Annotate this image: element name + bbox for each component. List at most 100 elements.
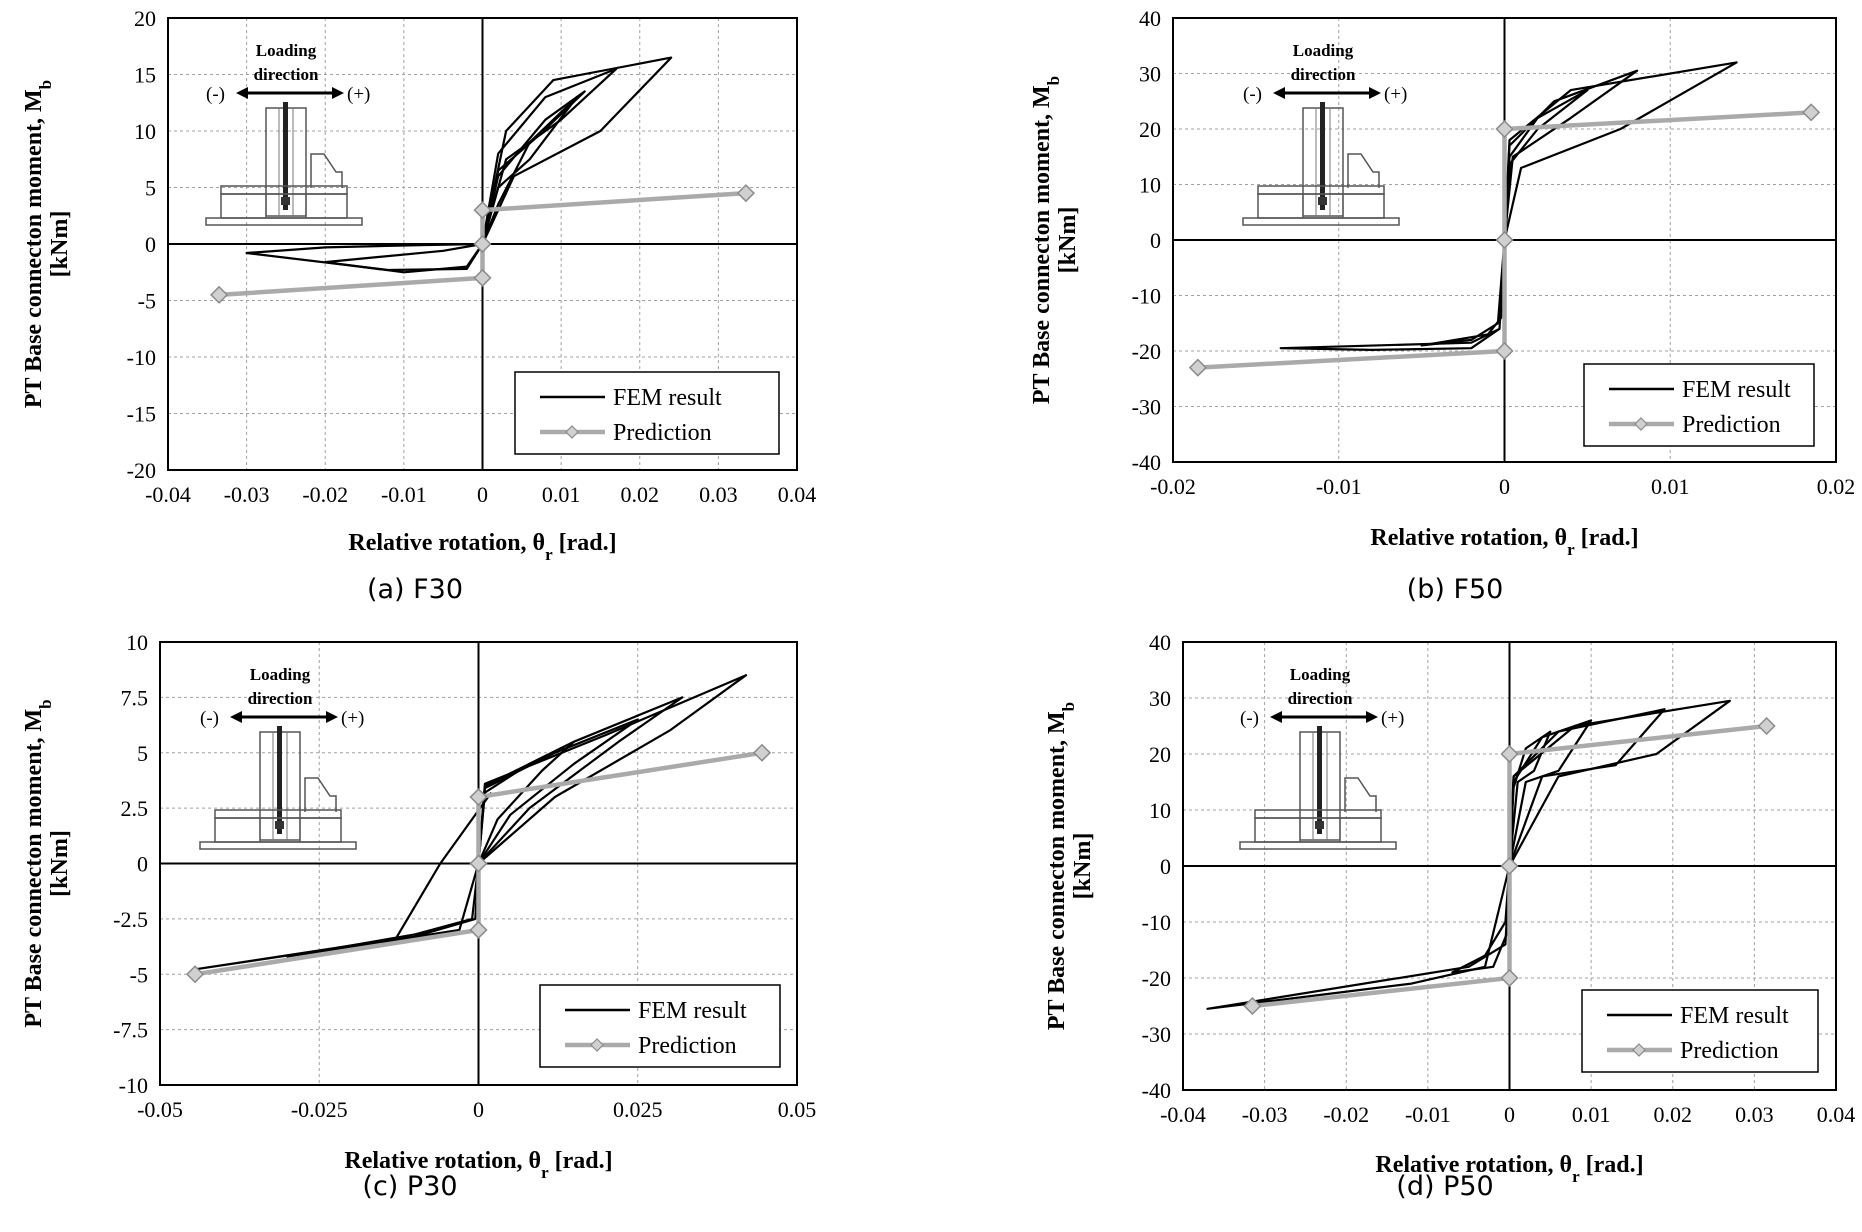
prediction-marker xyxy=(473,268,492,287)
y-axis-title-sub: b xyxy=(36,80,55,89)
fem-loop-4 xyxy=(1508,699,1731,867)
x-axis-title-main: Relative rotation, θ xyxy=(1375,1152,1572,1178)
panel-caption: (b) F50 xyxy=(1407,574,1504,605)
panel-caption: (a) F30 xyxy=(367,574,463,605)
x-axis-title-sub: r xyxy=(545,545,553,564)
x-tick-label: -0.01 xyxy=(1405,1102,1451,1127)
prediction-marker xyxy=(1500,744,1519,764)
x-tick-label: 0.04 xyxy=(778,482,817,507)
y-axis-title: PT Base connecton moment, Mb xyxy=(1029,76,1063,404)
y-tick-label: -30 xyxy=(1142,1022,1171,1047)
y-axis-title-main: PT Base connecton moment, M xyxy=(1044,711,1070,1030)
y-tick-label: 20 xyxy=(1149,742,1171,767)
chart-panel-P50: -0.04 -0.03 -0.02 -0.01 0 0.01 0.02 0.03 0.04 -40… xyxy=(1044,630,1855,1202)
inset-negative-sign: (-) xyxy=(1243,84,1262,105)
legend-fem-label: FEM result xyxy=(1680,1003,1789,1029)
y-axis-unit: [kNm] xyxy=(47,211,73,278)
y-tick-label: 2.5 xyxy=(121,796,149,821)
legend: FEM result Prediction xyxy=(1581,989,1819,1073)
x-tick-label: -0.04 xyxy=(1160,1102,1206,1127)
y-tick-label: -40 xyxy=(1142,1078,1171,1103)
inset-positive-sign: (+) xyxy=(347,84,370,105)
x-tick-label: -0.02 xyxy=(302,482,348,507)
x-tick-label: 0.02 xyxy=(1654,1102,1693,1127)
arrow-left-icon xyxy=(1270,711,1282,723)
y-tick-label: -2.5 xyxy=(113,907,148,932)
y-tick-label: 40 xyxy=(1149,630,1171,655)
y-tick-label: -20 xyxy=(127,458,156,483)
plot-frame xyxy=(1172,17,1837,463)
x-tick-label: 0.025 xyxy=(613,1097,663,1122)
x-tick-label: 0.04 xyxy=(1817,1102,1856,1127)
prediction-marker xyxy=(185,965,205,984)
legend: FEM result Prediction xyxy=(514,371,780,455)
x-tick-label: -0.01 xyxy=(1316,474,1362,499)
y-tick-label: 10 xyxy=(134,119,156,144)
inset-title-line2: direction xyxy=(248,689,313,708)
pt-bar-icon xyxy=(1320,102,1325,210)
chart-panel-F30: -0.04 -0.03 -0.02 -0.01 0 0.01 0.02 0.03 0.04 -20… xyxy=(21,6,816,605)
fem-loop-3 xyxy=(1503,61,1738,241)
gusset-outline xyxy=(1347,153,1380,188)
y-tick-label: -10 xyxy=(127,345,156,370)
legend-box xyxy=(514,371,780,455)
inset-negative-sign: (-) xyxy=(1240,708,1259,729)
y-tick-label: 7.5 xyxy=(121,685,149,710)
inset-title-line2: direction xyxy=(1291,65,1356,84)
x-tick-label: -0.02 xyxy=(1150,474,1196,499)
inset-title-line1: Loading xyxy=(1290,665,1351,684)
x-tick-label: -0.05 xyxy=(137,1097,183,1122)
y-tick-label: -20 xyxy=(1142,966,1171,991)
prediction-marker xyxy=(1802,103,1821,122)
fem-loop-4 xyxy=(481,56,673,245)
prediction-marker xyxy=(1500,856,1519,876)
prediction-marker xyxy=(1500,968,1519,988)
legend-prediction-label: Prediction xyxy=(613,420,712,446)
y-axis-title-main: PT Base connecton moment, M xyxy=(21,89,47,408)
y-tick-label: 20 xyxy=(134,6,156,31)
prediction-marker xyxy=(469,854,488,873)
x-tick-label: 0.02 xyxy=(621,482,660,507)
y-tick-label: 20 xyxy=(1139,117,1161,142)
inset-negative-sign: (-) xyxy=(200,708,219,729)
fem-loop-6 xyxy=(1206,865,1511,1010)
arrow-left-icon xyxy=(236,87,248,99)
y-tick-label: 15 xyxy=(134,63,156,88)
legend-box xyxy=(1581,989,1819,1073)
y-axis-title-sub: b xyxy=(36,699,55,708)
legend: FEM result Prediction xyxy=(1583,363,1815,447)
x-axis-title-unit: [rad.] xyxy=(553,530,617,556)
x-axis-title-sub: r xyxy=(1572,1167,1580,1186)
y-tick-label: 30 xyxy=(1149,686,1171,711)
loading-direction-inset: Loading direction (-) (+) xyxy=(199,665,364,850)
prediction-marker xyxy=(473,201,492,220)
x-tick-label: 0 xyxy=(473,1097,484,1122)
fem-loop-1 xyxy=(1503,89,1589,241)
legend-prediction-label: Prediction xyxy=(1682,412,1781,438)
prediction-marker xyxy=(473,234,492,254)
x-tick-label: -0.025 xyxy=(291,1097,348,1122)
panel-caption: (c) P30 xyxy=(362,1171,457,1202)
legend-prediction-label: Prediction xyxy=(1680,1038,1779,1064)
prediction-marker xyxy=(1495,119,1514,139)
arrow-left-icon xyxy=(230,711,242,723)
fem-loop-5 xyxy=(1279,239,1506,351)
x-tick-label: -0.01 xyxy=(381,482,427,507)
fem-loop-6 xyxy=(286,863,480,958)
panel-caption: (d) P50 xyxy=(1396,1171,1493,1202)
y-tick-label: -5 xyxy=(130,962,148,987)
fem-loop-2 xyxy=(1503,69,1639,241)
x-axis-title-sub: r xyxy=(1567,540,1575,559)
loading-direction-inset: Loading direction (-) (+) xyxy=(205,41,370,226)
y-tick-label: -10 xyxy=(1142,910,1171,935)
x-axis-title: Relative rotation, θr [rad.] xyxy=(1375,1152,1643,1186)
plot-frame xyxy=(159,641,798,1086)
y-axis-title: PT Base connecton moment, Mb xyxy=(1044,702,1078,1030)
prediction-marker xyxy=(469,920,488,940)
legend: FEM result Prediction xyxy=(539,984,781,1068)
pt-bar-icon xyxy=(283,102,288,210)
prediction-marker xyxy=(210,285,229,304)
y-tick-label: -7.5 xyxy=(113,1018,148,1043)
x-tick-label: 0 xyxy=(1504,1102,1515,1127)
